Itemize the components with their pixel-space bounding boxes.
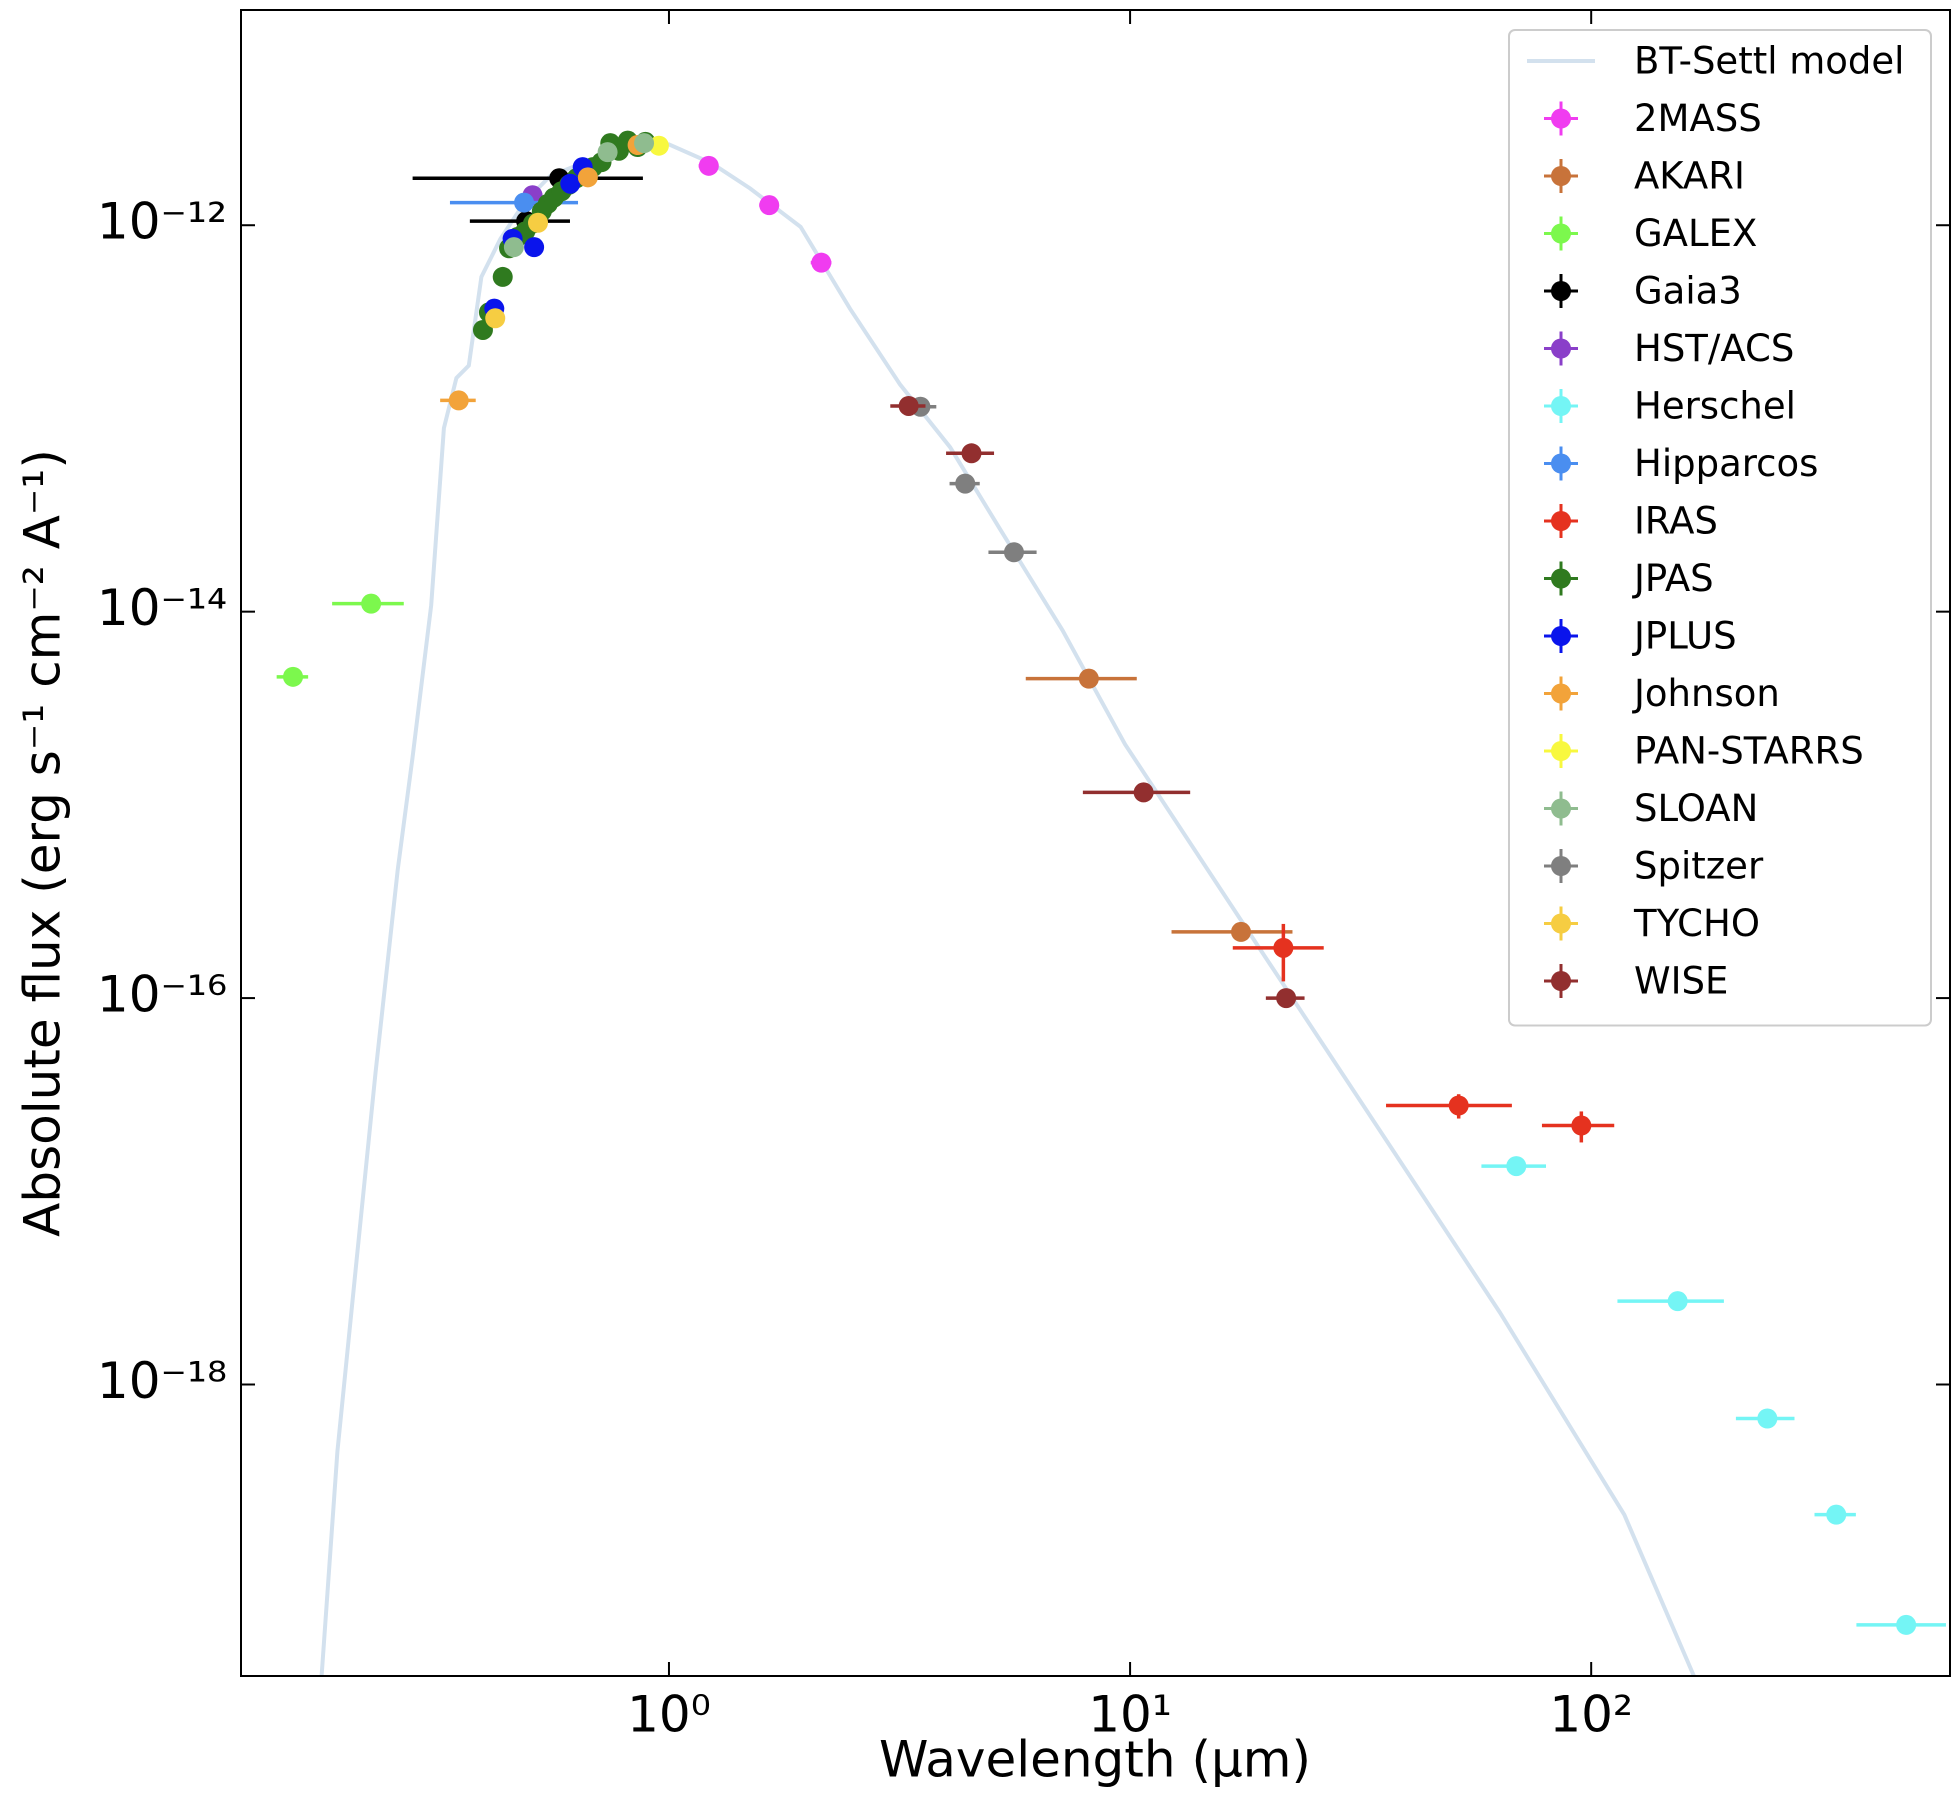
legend-box xyxy=(1508,29,1932,1027)
model-line xyxy=(319,142,1696,1676)
legend-marker xyxy=(1551,166,1571,186)
data-point xyxy=(1826,1504,1847,1525)
legend-label: HST/ACS xyxy=(1634,327,1794,370)
y-tick-label: 10⁻¹² xyxy=(97,193,227,251)
x-tick-label: 10² xyxy=(1549,1686,1633,1744)
data-point xyxy=(1003,542,1024,563)
legend-label: JPLUS xyxy=(1632,615,1737,658)
legend-marker xyxy=(1551,568,1571,589)
x-tick-label: 10⁰ xyxy=(627,1686,711,1744)
data-point xyxy=(961,443,982,464)
data-point xyxy=(1757,1408,1778,1429)
data-point xyxy=(811,252,832,273)
legend-marker xyxy=(1551,971,1571,991)
legend-marker xyxy=(1551,856,1571,876)
legend-label: SLOAN xyxy=(1634,787,1758,830)
data-point xyxy=(1133,782,1154,803)
legend-label: Spitzer xyxy=(1634,845,1764,888)
data-point xyxy=(1078,668,1099,689)
legend-label: PAN-STARRS xyxy=(1634,730,1864,773)
data-point xyxy=(560,173,581,194)
data-point xyxy=(448,390,469,411)
data-point xyxy=(524,237,545,258)
legend-label: GALEX xyxy=(1634,212,1757,255)
y-axis-label: Absolute flux (erg s⁻¹ cm⁻² A⁻¹) xyxy=(14,449,72,1237)
data-point xyxy=(283,666,304,687)
data-point xyxy=(1667,1291,1688,1312)
legend-marker xyxy=(1551,741,1571,761)
data-point xyxy=(1273,937,1294,958)
data-point xyxy=(955,473,976,494)
data-point xyxy=(1571,1115,1592,1136)
legend-label: IRAS xyxy=(1634,500,1718,543)
legend-marker xyxy=(1551,683,1571,704)
legend-label: AKARI xyxy=(1634,155,1745,198)
y-tick-label: 10⁻¹⁶ xyxy=(97,966,227,1024)
data-point xyxy=(597,142,618,163)
legend-marker xyxy=(1551,511,1571,531)
y-tick-label: 10⁻¹⁸ xyxy=(97,1352,227,1410)
data-point xyxy=(1896,1614,1917,1635)
legend-label: JPAS xyxy=(1632,557,1714,600)
plot-frame xyxy=(240,9,1951,1677)
legend-marker xyxy=(1551,281,1571,301)
legend-marker xyxy=(1551,798,1571,819)
data-point xyxy=(648,135,669,156)
legend-label: BT-Settl model xyxy=(1634,40,1904,83)
legend-label: 2MASS xyxy=(1634,97,1762,140)
data-point xyxy=(361,593,382,614)
data-point xyxy=(1448,1095,1469,1116)
data-point xyxy=(898,395,919,416)
data-point xyxy=(577,167,598,188)
data-point xyxy=(1230,921,1251,942)
legend-label: TYCHO xyxy=(1633,902,1760,945)
data-point xyxy=(485,308,506,329)
legend-label: Hipparcos xyxy=(1634,442,1818,485)
x-tick-label: 10¹ xyxy=(1088,1686,1172,1744)
legend-label: Johnson xyxy=(1632,672,1780,715)
legend-label: Herschel xyxy=(1634,385,1796,428)
data-point xyxy=(514,192,535,213)
data-point xyxy=(698,155,719,176)
data-point xyxy=(1506,1156,1527,1177)
legend-marker xyxy=(1551,453,1571,474)
data-point xyxy=(503,237,524,258)
legend-marker xyxy=(1551,396,1571,416)
legend-label: Gaia3 xyxy=(1634,270,1742,313)
data-point xyxy=(492,266,513,287)
x-axis-label: Wavelength (μm) xyxy=(879,1731,1311,1789)
legend-marker xyxy=(1551,626,1571,646)
data-point xyxy=(634,133,655,154)
data-point xyxy=(528,212,549,233)
y-tick-label: 10⁻¹⁴ xyxy=(97,579,227,637)
legend-marker xyxy=(1551,338,1571,359)
legend-label: WISE xyxy=(1634,960,1728,1003)
legend-marker xyxy=(1551,913,1571,934)
legend-marker xyxy=(1551,108,1571,129)
data-point xyxy=(1276,988,1297,1009)
data-point xyxy=(759,195,780,216)
legend-marker xyxy=(1551,223,1571,244)
plot-area xyxy=(276,130,1946,1676)
